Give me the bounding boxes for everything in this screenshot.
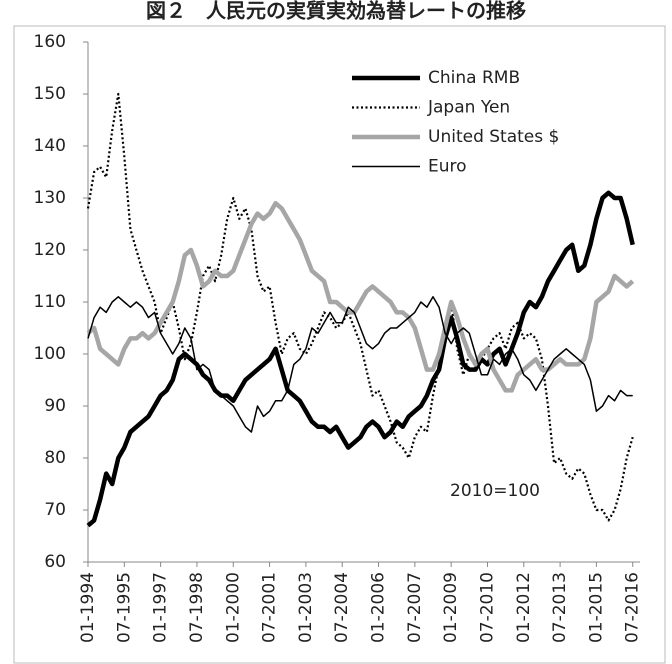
legend-label: Euro [428, 157, 467, 177]
x-tick-label: 07-1998 [187, 572, 207, 643]
x-tick-label: 01-2009 [441, 572, 461, 643]
series-line [87, 296, 633, 433]
y-tick-label: 130 [34, 188, 66, 208]
y-tick-label: 110 [34, 292, 66, 312]
x-tick-label: 01-2000 [223, 572, 243, 643]
x-tick-label: 07-2010 [477, 572, 497, 643]
y-tick-label: 60 [44, 552, 66, 572]
x-tick-label: 01-2012 [514, 572, 534, 643]
y-tick-label: 120 [34, 240, 66, 260]
y-tick-label: 70 [44, 500, 66, 520]
annotation: 2010=100 [450, 481, 540, 501]
x-tick-label: 07-2004 [332, 572, 352, 643]
legend-label: China RMB [428, 68, 520, 88]
x-tick-label: 01-2006 [369, 572, 389, 643]
series-line [86, 190, 635, 528]
x-tick-label: 01-1997 [151, 572, 171, 643]
y-tick-label: 80 [44, 448, 66, 468]
x-tick-label: 07-2001 [260, 572, 280, 643]
legend-label: United States $ [428, 127, 559, 147]
y-tick-label: 90 [44, 396, 66, 416]
x-tick-label: 07-2007 [405, 572, 425, 643]
chart-frame [13, 25, 666, 664]
legend-label: Japan Yen [427, 98, 510, 118]
x-tick-label: 01-2015 [586, 572, 606, 643]
series-line [86, 92, 634, 522]
x-tick-label: 01-2003 [296, 572, 316, 643]
y-tick-label: 140 [34, 136, 66, 156]
series-line [86, 200, 635, 393]
x-tick-label: 07-2016 [623, 572, 643, 643]
x-tick-label: 01-1994 [78, 572, 98, 643]
x-tick-label: 07-1995 [114, 572, 134, 643]
x-tick-label: 07-2013 [550, 572, 570, 643]
y-tick-label: 160 [34, 32, 66, 52]
y-tick-label: 100 [34, 344, 66, 364]
y-tick-label: 150 [34, 84, 66, 104]
chart-title: 図２ 人民元の実質実効為替レートの推移 [146, 0, 526, 23]
